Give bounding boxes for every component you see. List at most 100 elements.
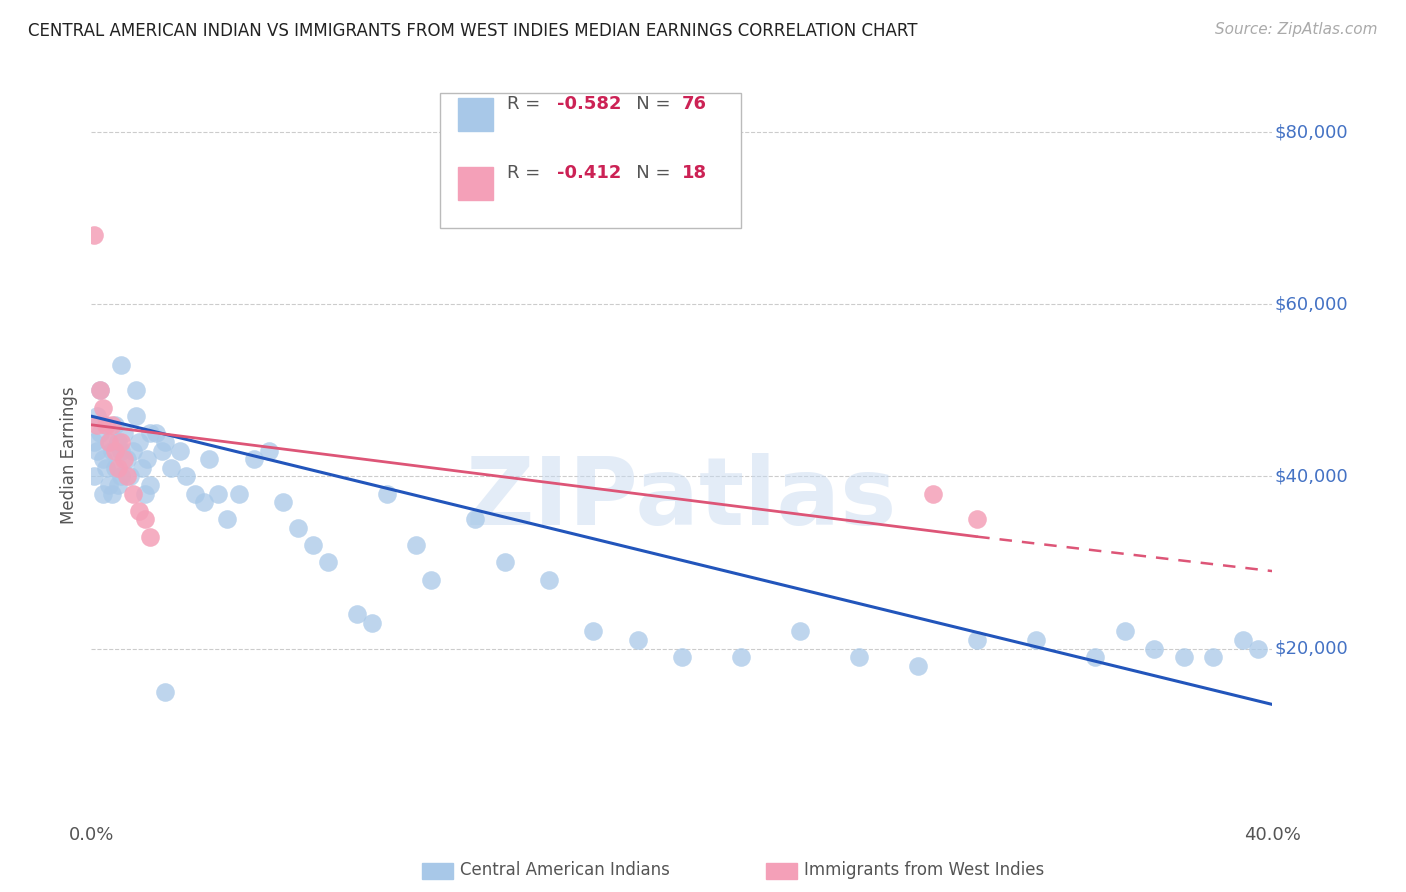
Text: 76: 76 xyxy=(682,95,707,112)
Point xyxy=(131,460,153,475)
Point xyxy=(104,417,127,432)
Point xyxy=(124,409,148,424)
Point xyxy=(136,452,159,467)
Point xyxy=(86,417,108,432)
Point xyxy=(98,478,121,492)
Point xyxy=(98,435,121,450)
Text: $80,000: $80,000 xyxy=(1275,123,1348,141)
Point xyxy=(1084,650,1107,665)
Point xyxy=(107,435,129,450)
Point xyxy=(1232,632,1254,647)
Point xyxy=(316,556,339,570)
Point xyxy=(582,624,605,639)
Point xyxy=(115,452,138,467)
Point xyxy=(104,443,127,458)
Y-axis label: Median Earnings: Median Earnings xyxy=(60,386,79,524)
Point xyxy=(1247,641,1270,656)
Point xyxy=(169,443,191,458)
Point xyxy=(107,478,129,492)
Point xyxy=(83,469,105,483)
Text: N =: N = xyxy=(619,164,676,182)
Text: $60,000: $60,000 xyxy=(1275,295,1348,313)
Point xyxy=(1173,650,1195,665)
Point xyxy=(89,384,111,398)
Text: Central American Indians: Central American Indians xyxy=(460,861,669,879)
Point xyxy=(207,486,229,500)
Point xyxy=(150,443,173,458)
Point xyxy=(301,538,323,552)
Point xyxy=(96,460,118,475)
Point xyxy=(922,486,945,500)
Point xyxy=(96,417,118,432)
Point xyxy=(112,452,135,467)
Point xyxy=(153,435,177,450)
Text: $20,000: $20,000 xyxy=(1275,640,1348,657)
Text: ZIPatlas: ZIPatlas xyxy=(467,453,897,545)
Text: N =: N = xyxy=(619,95,676,112)
Point xyxy=(228,486,250,500)
Text: CENTRAL AMERICAN INDIAN VS IMMIGRANTS FROM WEST INDIES MEDIAN EARNINGS CORRELATI: CENTRAL AMERICAN INDIAN VS IMMIGRANTS FR… xyxy=(28,22,918,40)
Point xyxy=(121,486,143,500)
Point xyxy=(1025,632,1047,647)
Point xyxy=(966,632,988,647)
Point xyxy=(273,495,295,509)
Point xyxy=(174,469,197,483)
Point xyxy=(139,426,162,441)
FancyBboxPatch shape xyxy=(440,93,741,228)
Point xyxy=(134,486,156,500)
Point xyxy=(91,401,114,415)
Point xyxy=(110,358,132,372)
Point xyxy=(96,417,118,432)
Point xyxy=(848,650,870,665)
Point xyxy=(1202,650,1225,665)
Point xyxy=(464,512,486,526)
Point xyxy=(1114,624,1136,639)
Point xyxy=(907,658,929,673)
Point xyxy=(198,452,221,467)
Point xyxy=(183,486,207,500)
Text: 18: 18 xyxy=(682,164,707,182)
Point xyxy=(405,538,427,552)
Text: $40,000: $40,000 xyxy=(1275,467,1348,485)
Point xyxy=(121,443,143,458)
Point xyxy=(257,443,280,458)
Point xyxy=(1143,641,1166,656)
Text: -0.582: -0.582 xyxy=(557,95,621,112)
Point xyxy=(91,486,114,500)
Point xyxy=(145,426,167,441)
Point xyxy=(360,615,382,630)
Point xyxy=(101,417,124,432)
Text: Source: ZipAtlas.com: Source: ZipAtlas.com xyxy=(1215,22,1378,37)
Point xyxy=(966,512,988,526)
Point xyxy=(128,435,150,450)
Point xyxy=(101,443,124,458)
Point xyxy=(287,521,309,535)
Point xyxy=(118,469,141,483)
Text: R =: R = xyxy=(508,164,546,182)
Point xyxy=(128,504,150,518)
Point xyxy=(789,624,811,639)
Point xyxy=(83,435,105,450)
Point xyxy=(419,573,441,587)
Point xyxy=(101,486,124,500)
Text: Immigrants from West Indies: Immigrants from West Indies xyxy=(804,861,1045,879)
Point xyxy=(494,556,516,570)
Point xyxy=(86,443,108,458)
Point xyxy=(110,443,132,458)
Text: R =: R = xyxy=(508,95,546,112)
Point xyxy=(153,684,177,698)
Point xyxy=(89,426,111,441)
Point xyxy=(115,469,138,483)
Point xyxy=(537,573,560,587)
Point xyxy=(160,460,183,475)
Point xyxy=(124,384,148,398)
Point xyxy=(86,409,108,424)
FancyBboxPatch shape xyxy=(457,168,494,201)
Point xyxy=(139,530,162,544)
Text: -0.412: -0.412 xyxy=(557,164,621,182)
FancyBboxPatch shape xyxy=(457,98,494,131)
Point xyxy=(217,512,239,526)
Point xyxy=(375,486,398,500)
Point xyxy=(110,435,132,450)
Point xyxy=(627,632,650,647)
